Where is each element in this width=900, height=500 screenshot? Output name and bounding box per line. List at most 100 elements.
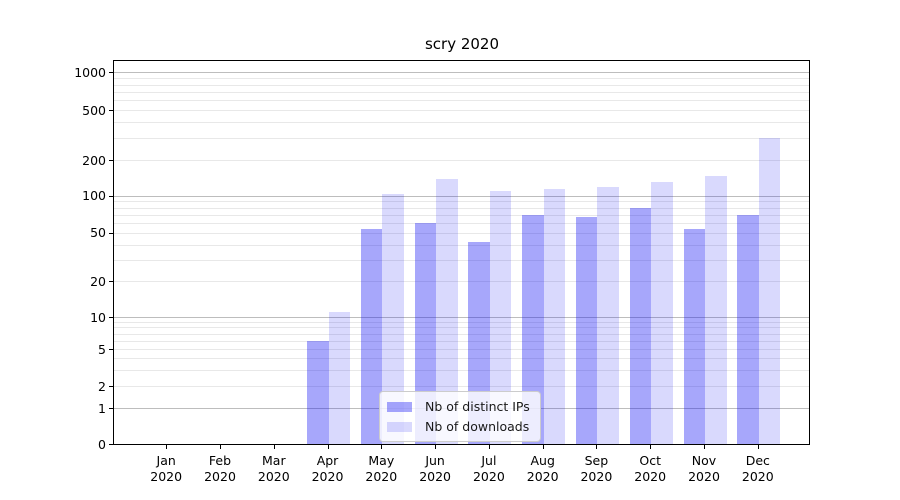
- legend-label: Nb of distinct IPs: [425, 399, 530, 414]
- minor-gridline: [114, 100, 809, 102]
- x-tick-label: Jun 2020: [419, 453, 451, 484]
- major-gridline: [114, 317, 809, 318]
- legend-swatch: [387, 401, 412, 412]
- minor-gridline: [114, 84, 809, 86]
- bar-downloads: [651, 182, 673, 444]
- minor-gridline: [114, 78, 809, 80]
- minor-gridline: [114, 244, 809, 246]
- x-tick: [166, 445, 168, 449]
- x-tick-label: Jan 2020: [150, 453, 183, 484]
- minor-gridline: [114, 223, 809, 224]
- y-tick: [109, 349, 113, 350]
- x-tick-label: Nov 2020: [688, 453, 720, 484]
- y-tick-label: 10: [90, 309, 106, 325]
- minor-gridline: [114, 369, 809, 371]
- y-tick-label: 5: [98, 341, 106, 357]
- y-tick-label: 50: [90, 225, 106, 241]
- minor-gridline: [114, 327, 809, 329]
- x-tick: [757, 445, 759, 449]
- x-tick: [435, 445, 437, 449]
- y-tick: [109, 72, 113, 74]
- minor-gridline: [114, 138, 809, 139]
- y-tick-label: 200: [82, 152, 106, 168]
- major-gridline: [114, 72, 809, 74]
- x-tick: [650, 445, 652, 449]
- minor-gridline: [114, 201, 809, 203]
- plot-area: [113, 60, 810, 445]
- minor-gridline: [114, 386, 809, 387]
- legend-item: Nb of downloads: [387, 419, 530, 434]
- bar-distinct-ips: [683, 228, 705, 444]
- legend: Nb of distinct IPs Nb of downloads: [379, 391, 541, 442]
- x-tick-label: Feb 2020: [204, 453, 236, 484]
- bar-downloads: [543, 188, 566, 444]
- minor-gridline: [114, 281, 809, 282]
- x-tick-label: Sep 2020: [580, 453, 613, 484]
- x-tick-label: Dec 2020: [741, 453, 774, 484]
- minor-gridline: [114, 160, 809, 162]
- y-tick-label: 20: [90, 273, 106, 289]
- x-tick: [381, 445, 383, 449]
- minor-gridline: [114, 333, 809, 335]
- minor-gridline: [114, 110, 809, 111]
- bar-downloads: [382, 194, 404, 444]
- x-tick: [488, 445, 490, 449]
- bar-downloads: [328, 312, 350, 444]
- minor-gridline: [114, 122, 809, 124]
- legend-swatch: [387, 421, 412, 432]
- legend-label: Nb of downloads: [425, 419, 530, 434]
- y-tick: [109, 408, 113, 409]
- bar-distinct-ips: [414, 223, 437, 444]
- x-tick: [273, 445, 275, 449]
- y-tick: [109, 317, 113, 318]
- major-gridline: [114, 195, 809, 197]
- x-tick-label: Aug 2020: [526, 453, 559, 484]
- bar-downloads: [489, 190, 512, 444]
- x-tick-label: May 2020: [365, 453, 398, 484]
- chart-title: scry 2020: [424, 35, 500, 53]
- y-tick: [109, 386, 113, 387]
- bar-distinct-ips: [575, 217, 598, 444]
- bar-distinct-ips: [737, 214, 759, 444]
- minor-gridline: [114, 349, 809, 350]
- x-tick: [596, 445, 598, 449]
- minor-gridline: [114, 214, 809, 216]
- minor-gridline: [114, 232, 809, 234]
- y-tick-label: 1000: [74, 64, 106, 80]
- bar-downloads: [758, 138, 781, 444]
- x-tick: [542, 445, 544, 449]
- y-tick-label: 0: [98, 436, 106, 452]
- x-tick: [327, 445, 329, 449]
- minor-gridline: [114, 91, 809, 93]
- bar-distinct-ips: [522, 214, 544, 444]
- y-tick-label: 1: [98, 400, 106, 416]
- y-tick: [109, 160, 113, 162]
- bar-distinct-ips: [629, 207, 652, 444]
- y-tick: [109, 110, 113, 111]
- x-tick-label: Mar 2020: [257, 453, 290, 484]
- x-tick-label: Oct 2020: [634, 453, 667, 484]
- minor-gridline: [114, 321, 809, 323]
- y-tick-label: 500: [82, 102, 106, 118]
- minor-gridline: [114, 259, 809, 261]
- y-tick: [109, 232, 113, 234]
- bar-downloads: [436, 178, 458, 444]
- y-tick: [109, 195, 113, 197]
- y-tick-label: 2: [98, 378, 106, 394]
- bar-distinct-ips: [307, 340, 329, 444]
- minor-gridline: [114, 358, 809, 359]
- y-tick: [109, 444, 113, 445]
- minor-gridline: [114, 340, 809, 342]
- bar-downloads: [705, 176, 727, 444]
- bar-distinct-ips: [360, 228, 383, 444]
- x-tick-label: Apr 2020: [311, 453, 344, 484]
- x-tick: [704, 445, 705, 449]
- bar-downloads: [597, 187, 619, 444]
- y-tick-label: 100: [82, 188, 106, 204]
- minor-gridline: [114, 207, 809, 209]
- y-tick: [109, 281, 113, 282]
- x-tick: [220, 445, 221, 449]
- x-tick-label: Jul 2020: [472, 453, 505, 484]
- legend-item: Nb of distinct IPs: [387, 399, 530, 414]
